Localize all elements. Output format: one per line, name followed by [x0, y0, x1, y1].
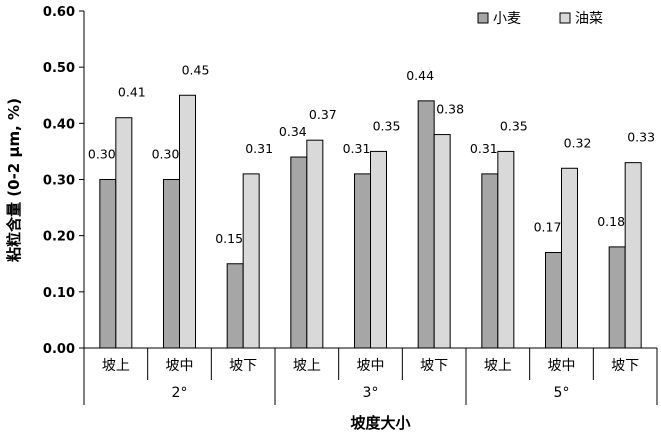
x-category-label: 坡下 — [229, 358, 257, 374]
x-category-label: 坡上 — [102, 358, 130, 374]
y-axis-title: 粘粒含量 (0-2 μm, %) — [5, 98, 23, 262]
bar-wheat — [226, 263, 244, 349]
bar-wheat — [354, 173, 371, 349]
x-group-label: 2° — [172, 385, 188, 401]
legend-label: 小麦 — [493, 11, 521, 27]
y-tick-label: 0.20 — [43, 230, 75, 245]
data-label: 0.37 — [309, 107, 337, 122]
x-category-label: 坡下 — [611, 358, 639, 374]
legend-label: 油菜 — [575, 11, 603, 27]
data-label: 0.32 — [564, 135, 592, 150]
bar-wheat — [608, 246, 626, 349]
data-label: 0.45 — [182, 62, 210, 77]
bar-wheat — [481, 173, 499, 349]
bar-rapeseed — [433, 134, 451, 349]
y-tick-label: 0.00 — [43, 342, 75, 357]
bar-rapeseed — [115, 117, 133, 349]
x-category-label: 坡上 — [293, 358, 321, 374]
data-label: 0.44 — [406, 68, 434, 83]
data-label: 0.31 — [470, 141, 498, 156]
y-tick-label: 0.30 — [43, 174, 75, 189]
bar-wheat — [417, 100, 435, 349]
data-label: 0.33 — [627, 130, 655, 145]
x-category-label: 坡上 — [484, 358, 512, 374]
x-axis: 坡上 坡中 坡下 坡上 坡中 坡下 坡上 坡中 坡下 2° 3° 5° 坡度大小 — [83, 347, 658, 432]
bar-wheat — [290, 156, 308, 349]
data-label: 0.30 — [88, 147, 116, 162]
x-axis-title: 坡度大小 — [350, 414, 410, 432]
data-label: 0.31 — [245, 141, 273, 156]
legend: 小麦 油菜 — [477, 11, 603, 27]
x-category-label: 坡中 — [166, 358, 194, 374]
x-group-label: 5° — [554, 385, 570, 401]
data-label: 0.15 — [215, 231, 243, 246]
y-tick-label: 0.40 — [43, 117, 75, 132]
y-tick-label: 0.10 — [43, 286, 75, 301]
data-label: 0.17 — [534, 220, 562, 235]
x-group-label: 3° — [363, 385, 379, 401]
data-label: 0.30 — [152, 147, 180, 162]
data-label: 0.38 — [436, 102, 464, 117]
bar-rapeseed — [370, 150, 387, 349]
bar-wheat — [99, 179, 117, 349]
bar-rapeseed — [242, 173, 260, 349]
bar-rapeseed — [497, 150, 515, 349]
data-label: 0.35 — [373, 118, 401, 133]
bar-rapeseed — [306, 139, 324, 349]
x-category-label: 坡中 — [548, 358, 576, 374]
data-label: 0.31 — [343, 141, 371, 156]
data-label: 0.41 — [118, 85, 146, 100]
y-axis: 0.00 0.10 0.20 0.30 0.40 0.50 0.60 粘粒含量 (0-2 μm… — [5, 5, 85, 357]
bar-rapeseed — [561, 167, 578, 349]
bar-wheat — [163, 179, 180, 349]
data-label: 0.35 — [500, 118, 528, 133]
bars: 0.30 0.30 0.15 0.34 0.31 0.44 0.31 0.17 0.18 0.41… — [88, 62, 655, 349]
data-label: 0.18 — [597, 214, 625, 229]
bar-rapeseed — [179, 94, 196, 349]
x-category-label: 坡中 — [357, 358, 385, 374]
y-tick-label: 0.50 — [43, 61, 75, 76]
x-category-label: 坡下 — [420, 358, 448, 374]
data-label: 0.34 — [279, 124, 307, 139]
bar-wheat — [545, 252, 562, 349]
y-tick-label: 0.60 — [43, 5, 75, 20]
legend-swatch — [559, 12, 571, 24]
bar-rapeseed — [624, 162, 642, 349]
legend-swatch — [477, 12, 489, 24]
